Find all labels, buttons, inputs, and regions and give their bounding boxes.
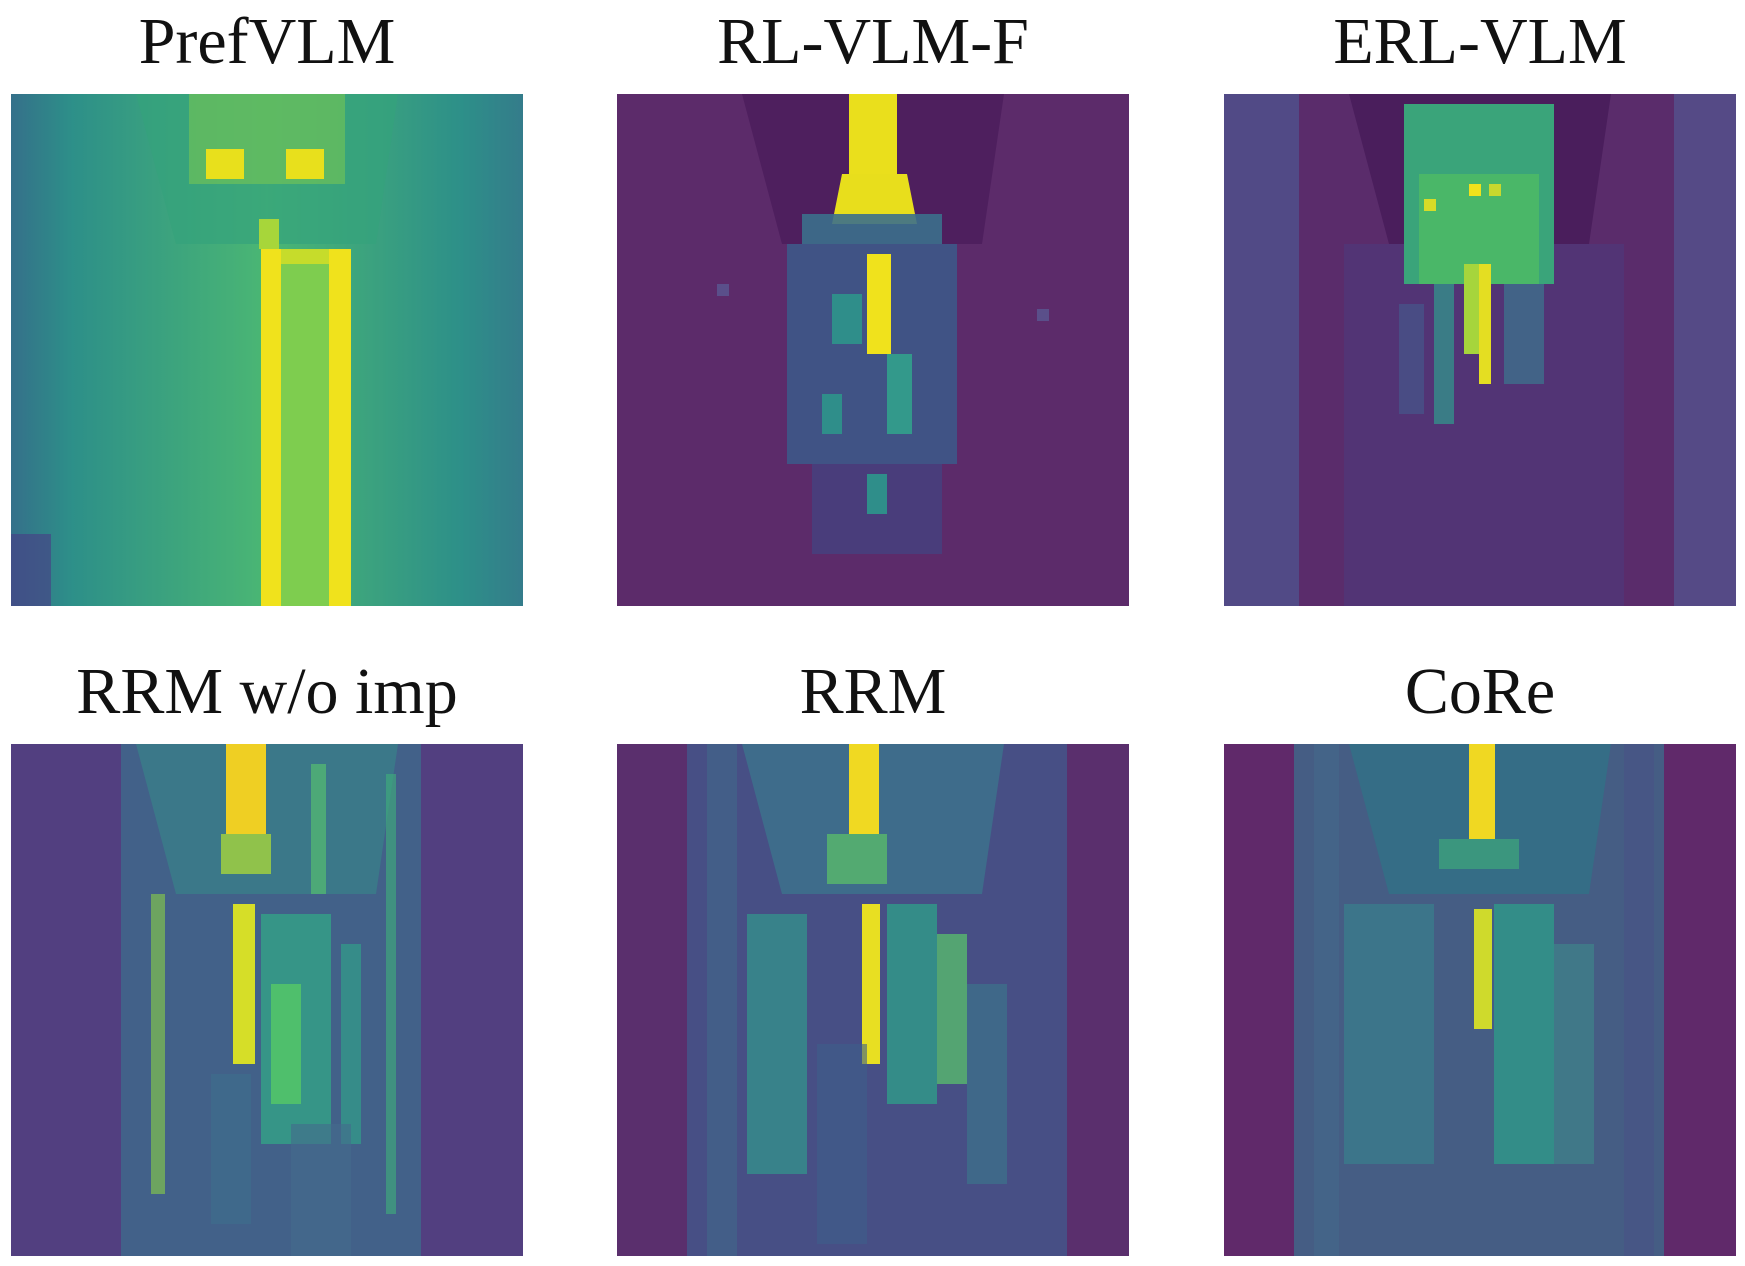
panel-title: CoRe — [1404, 655, 1556, 728]
heatmap-image — [1224, 744, 1736, 1256]
panel-title: ERL-VLM — [1333, 5, 1627, 78]
panel-title: RRM — [799, 655, 947, 728]
heatmap-image — [617, 744, 1129, 1256]
heatmap-image — [11, 94, 523, 606]
panel-title: RRM w/o imp — [76, 655, 458, 728]
heatmap-image — [1224, 94, 1736, 606]
heatmap-image — [11, 744, 523, 1256]
panel-title: RL-VLM-F — [717, 5, 1029, 78]
panel-title: PrefVLM — [138, 5, 396, 78]
heatmap-image — [617, 94, 1129, 606]
